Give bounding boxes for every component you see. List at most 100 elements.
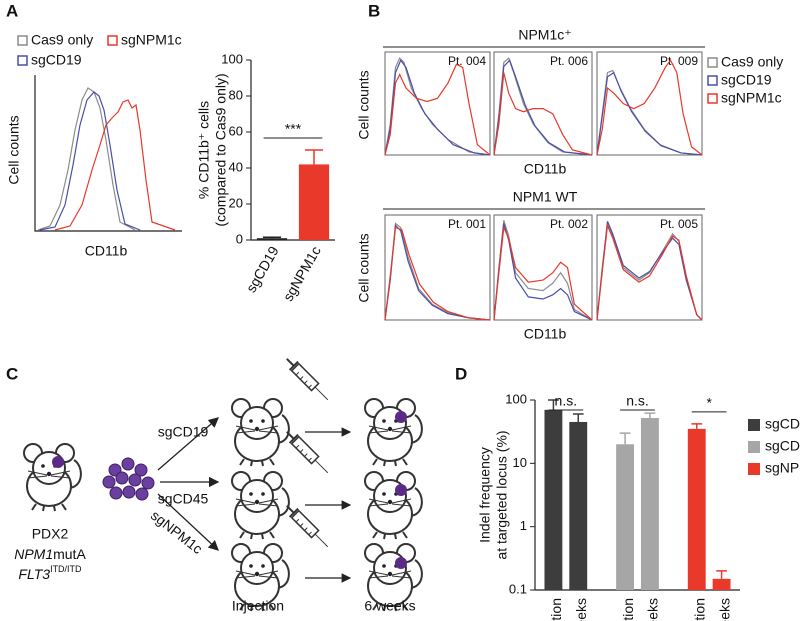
histogram-axes (34, 75, 182, 232)
tumor-icon (395, 484, 407, 496)
legend-label: sgCD19 (31, 52, 82, 68)
error-bar (644, 412, 656, 418)
axis-label: Cell counts (356, 70, 372, 139)
subplot-frame (596, 51, 703, 156)
timepoint-label: Injection (232, 598, 284, 614)
axis-label: Cell counts (6, 115, 22, 184)
group-title: NPM1c⁺ (518, 27, 571, 43)
panel-b-legend: Cas9 only sgCD19 sgNPM1c (707, 54, 783, 106)
gene: FLT3 (18, 566, 50, 582)
subplot-frame (596, 214, 703, 321)
bar (687, 428, 706, 590)
error-bar (262, 236, 282, 239)
error-bar (716, 570, 727, 579)
mouse-icon (232, 399, 289, 466)
error-bar (304, 149, 324, 165)
y-tick-label: 100 (221, 51, 243, 66)
y-tick-label: 40 (229, 159, 243, 174)
axis-label: CD11b (524, 161, 567, 177)
bar (298, 164, 330, 240)
legend-swatch (17, 55, 28, 66)
cells-icon (102, 457, 155, 501)
x-tick-label: 6 weeks (716, 598, 732, 621)
axis-label: Indel frequency (477, 447, 493, 543)
y-tick-label: 0 (236, 231, 243, 246)
x-tick-label: sgCD19 (243, 243, 282, 295)
panel-label: A (6, 1, 18, 20)
group-title: NPM1 WT (513, 189, 578, 205)
mouse-icon (24, 444, 81, 511)
x-tick-label: Injection (691, 598, 707, 621)
arrow (157, 417, 219, 471)
legend-swatch (707, 57, 718, 68)
axis-label: at targeted locus (%) (494, 430, 510, 559)
guide-label: sgCD19 (158, 424, 209, 440)
histogram-curve (597, 226, 702, 321)
error-bar (691, 423, 703, 429)
histogram-curve (38, 88, 135, 230)
mouse-icon (232, 472, 289, 539)
y-tick-label: 1 (520, 518, 527, 533)
histogram-curve (55, 100, 175, 230)
histogram-curve (494, 220, 592, 320)
allele: mutA (53, 546, 86, 562)
histogram-curve (40, 92, 140, 230)
histogram-curve (385, 64, 490, 155)
tumor-icon (52, 456, 64, 468)
legend-swatch (748, 441, 760, 453)
x-tick-label: sgNPM1c (280, 243, 324, 304)
axis-label: CD11b (524, 326, 567, 342)
allele: ITD/ITD (50, 564, 82, 574)
histogram-curve (385, 228, 490, 320)
legend-swatch (748, 463, 760, 475)
y-tick-label: 10 (513, 455, 527, 470)
axis-label: CD11b (85, 243, 128, 259)
x-tick-label: Injection (620, 598, 636, 621)
patient-label: Pt. 004 (448, 54, 486, 68)
subplot-frame (493, 214, 593, 321)
subplot (385, 58, 490, 155)
subplot (494, 58, 592, 155)
histogram-curve (494, 73, 592, 155)
gene: NPM1 (14, 546, 53, 562)
axis-label: Cell counts (356, 233, 372, 302)
syringe-icon (283, 355, 332, 404)
y-tick-label: 0.1 (509, 581, 527, 596)
mouse-icon (365, 472, 422, 539)
subplot (597, 221, 702, 320)
legend-swatch (707, 93, 718, 104)
arrow (157, 493, 219, 551)
x-tick-label: 6 weeks (645, 598, 661, 621)
legend-label: sgNPM1c (765, 460, 800, 476)
histogram-curve (385, 60, 490, 155)
y-tick-label: 80 (229, 87, 243, 102)
guide-label: sgCD45 (158, 491, 209, 507)
histogram-curve (494, 58, 592, 155)
x-tick-label: Injection (548, 598, 564, 621)
genotype-label: NPM1mutA (14, 546, 86, 562)
schematic (24, 355, 422, 611)
mouse-icon (365, 399, 422, 466)
y-tick-label: 100 (505, 391, 527, 406)
legend-label: sgCD19 (765, 416, 800, 432)
legend-label: sgCD45 (765, 438, 800, 454)
legend-label: sgNPM1c (721, 90, 782, 106)
tumor-icon (395, 411, 407, 423)
legend-label: Cas9 only (31, 32, 93, 48)
patient-label: Pt. 005 (660, 217, 698, 231)
subplot-frame (493, 51, 593, 156)
significance-label: * (706, 395, 712, 411)
timepoint-label: 6 weeks (364, 598, 415, 614)
syringe-icon (283, 502, 332, 551)
panel-a-legend: Cas9 only sgNPM1c sgCD19 (17, 32, 182, 68)
bar (712, 578, 731, 590)
subplot-frame (384, 214, 491, 321)
subplot-frame (384, 51, 491, 156)
panel-label: C (6, 364, 18, 383)
bar (616, 444, 635, 590)
legend-swatch (748, 419, 760, 431)
legend-label: Cas9 only (721, 54, 783, 70)
error-bar (548, 399, 559, 410)
bar (569, 421, 588, 590)
subplot (385, 223, 490, 320)
